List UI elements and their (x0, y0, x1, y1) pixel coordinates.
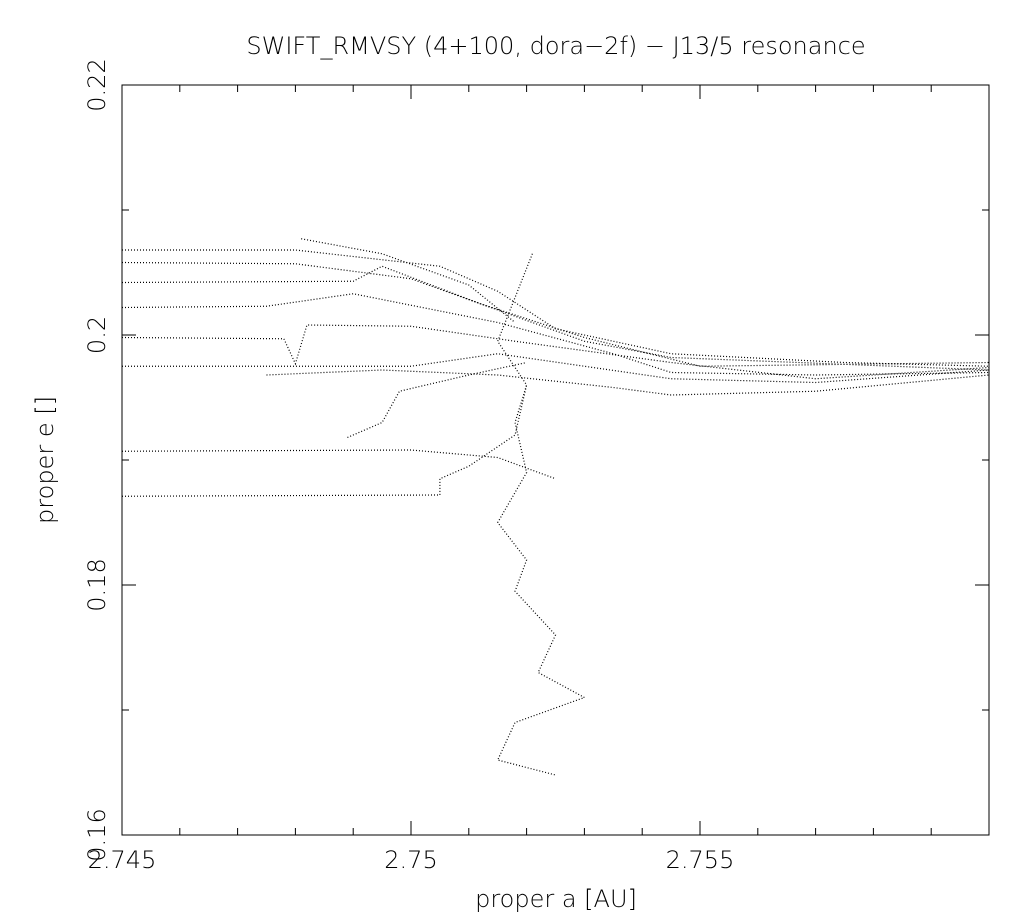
x-axis-label: proper a [AU] (475, 885, 637, 913)
x-tick-label: 2.745 (88, 846, 157, 874)
y-tick-label: 0.2 (83, 316, 111, 354)
plot-frame (121, 84, 990, 836)
track (121, 384, 528, 497)
track (301, 238, 516, 323)
y-axis-label: proper e [] (31, 396, 59, 524)
track (347, 361, 527, 439)
track (122, 353, 990, 384)
track (121, 261, 990, 371)
track (496, 253, 586, 776)
chart-title: SWIFT_RMVSY (4+100, dora−2f) − J13/5 res… (246, 32, 865, 60)
track (121, 293, 990, 376)
track (121, 449, 556, 480)
x-tick-label: 2.75 (384, 846, 437, 874)
track (122, 249, 990, 367)
track (121, 324, 990, 380)
track (121, 265, 990, 367)
track (266, 369, 990, 396)
y-tick-label: 0.16 (83, 808, 111, 861)
y-tick-label: 0.22 (83, 58, 111, 111)
y-tick-label: 0.18 (83, 558, 111, 611)
x-tick-label: 2.755 (666, 846, 735, 874)
